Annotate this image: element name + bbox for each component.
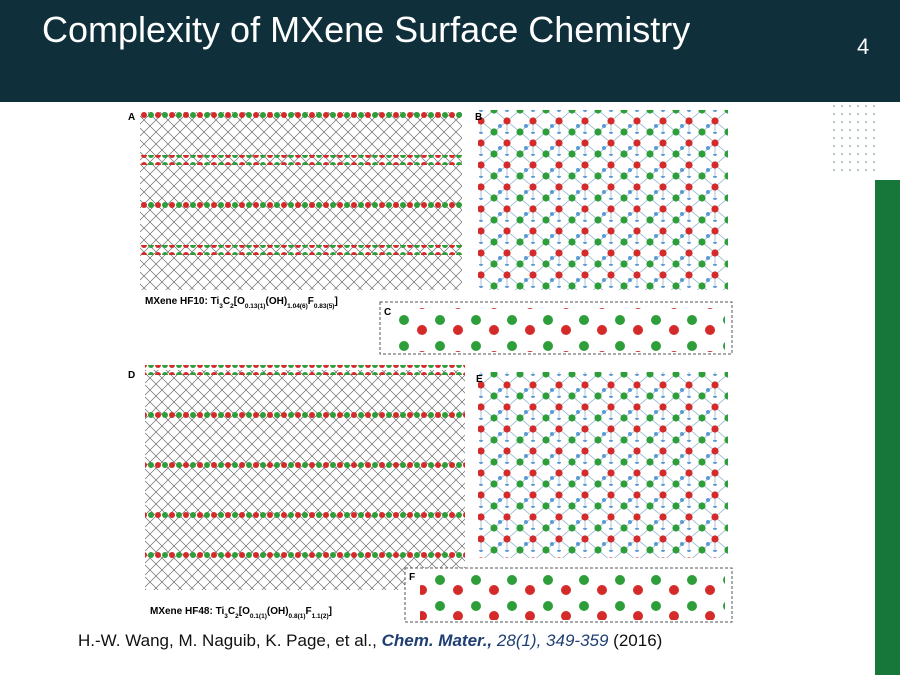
caption-subscript: 0.83(5) [314,303,335,310]
caption-text: [O [239,606,250,617]
panel-label: D [128,370,135,381]
caption-subscript: 1.1(2) [312,613,329,620]
panel-label: B [475,112,482,123]
panel-e-figure [478,372,728,558]
panel-f-figure [404,567,733,623]
slide-title: Complexity of MXene Surface Chemistry [42,9,690,50]
citation-volume: 28(1), 349-359 [496,631,609,650]
caption-subscript: 3 [224,613,228,620]
decor-dots [830,102,875,172]
caption-text: [O [234,296,245,307]
caption-subscript: 2 [235,613,239,620]
caption-subscript: 3 [219,303,223,310]
citation-journal: Chem. Mater., [382,631,493,650]
caption-text: C [223,296,230,307]
header-bar [0,0,900,102]
side-bar [875,180,900,675]
caption-subscript: 1.04(6) [287,303,308,310]
panel-label: E [476,374,483,385]
caption-text: ] [329,606,332,617]
panel-d-figure [145,365,465,590]
caption-text: F [306,606,312,617]
panel-b-figure [478,110,728,290]
caption-subscript: 0.1(1) [250,613,267,620]
caption-text: (OH) [265,296,287,307]
citation: H.-W. Wang, M. Naguib, K. Page, et al., … [78,631,662,650]
caption-subscript: 0.13(1) [245,303,266,310]
citation-authors: H.-W. Wang, M. Naguib, K. Page, et al., [78,631,377,650]
figure-caption: MXene HF10: Ti3C2[O0.13(1)(OH)1.04(6)F0.… [145,296,338,310]
panel-label: F [409,572,415,583]
caption-text: C [228,606,235,617]
caption-text: F [308,296,314,307]
panel-label: C [384,307,391,318]
figure-caption: MXene HF48: Ti3C2[O0.1(1)(OH)0.8(1)F1.1(… [150,606,332,620]
panel-label: A [128,112,135,123]
caption-text: MXene HF48: Ti [150,606,224,617]
caption-text: (OH) [267,606,289,617]
caption-subscript: 0.8(1) [289,613,306,620]
page-number: 4 [857,34,869,59]
panel-a-figure [140,108,462,290]
caption-text: MXene HF10: Ti [145,296,219,307]
citation-year: (2016) [613,631,662,650]
panel-c-figure [379,301,733,355]
caption-subscript: 2 [230,303,234,310]
caption-text: ] [334,296,337,307]
